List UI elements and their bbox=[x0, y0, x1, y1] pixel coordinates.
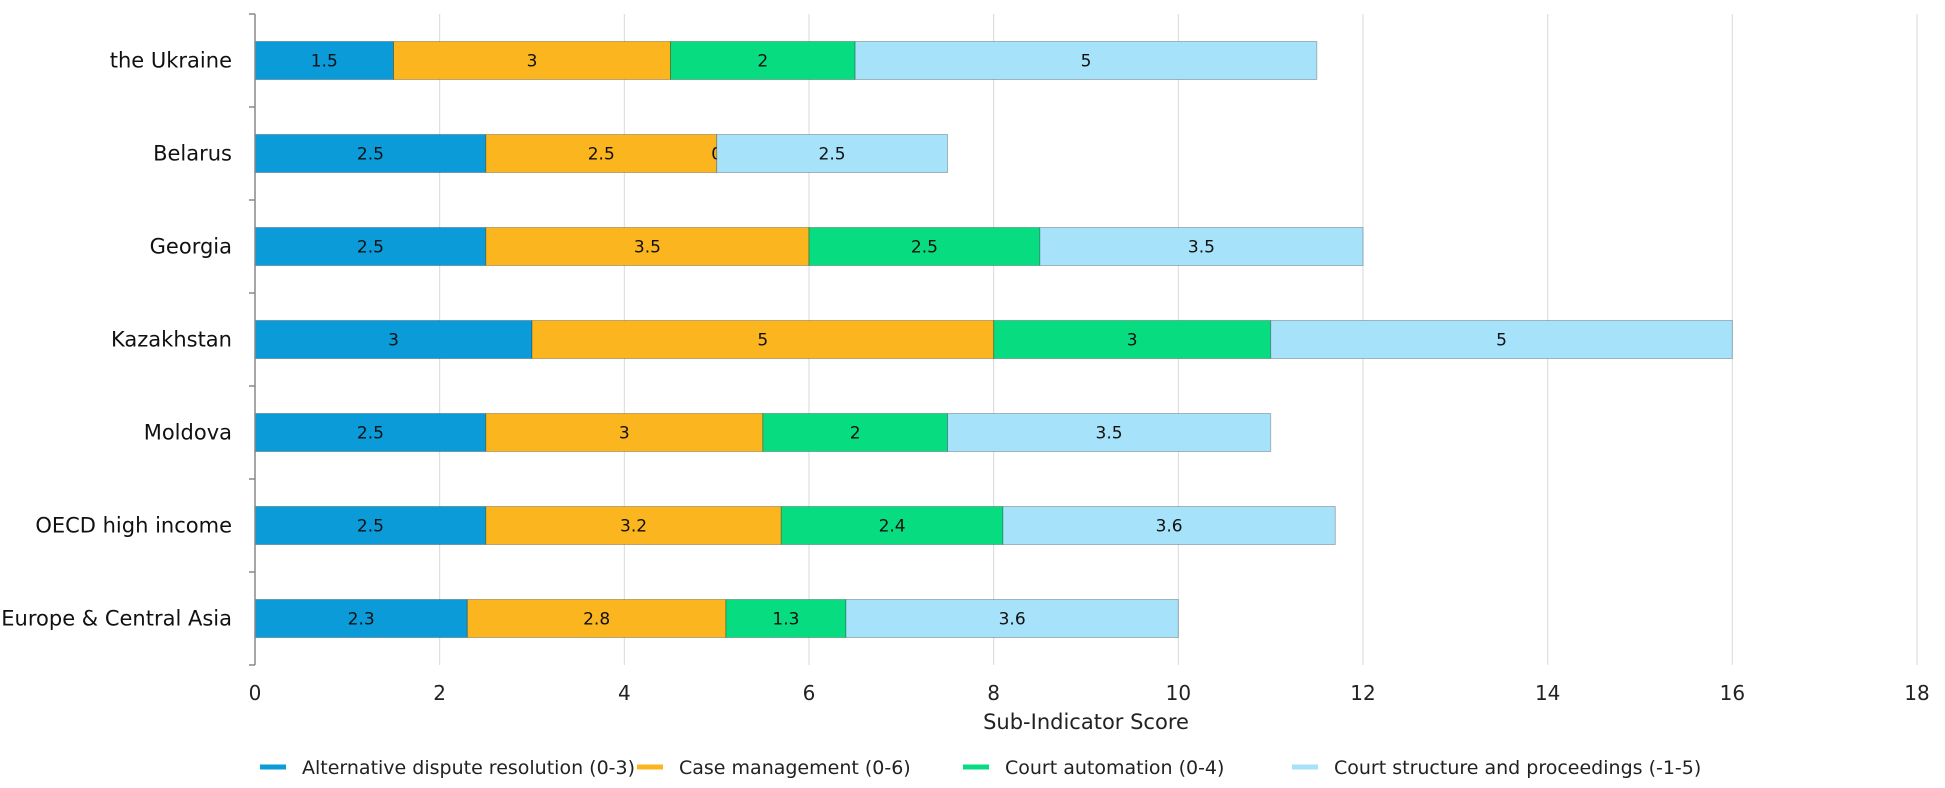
bar-segment bbox=[1002, 506, 1336, 545]
bar-value-label: 5 bbox=[1496, 331, 1507, 351]
bar-segment bbox=[845, 599, 1179, 638]
bar-segment bbox=[762, 413, 948, 452]
bars-layer: 1.53252.52.502.52.53.52.53.535352.5323.5… bbox=[254, 41, 1733, 638]
bar-value-label: 5 bbox=[757, 331, 768, 351]
x-tick-label: 6 bbox=[803, 681, 816, 705]
x-tick-label: 16 bbox=[1720, 681, 1745, 705]
bar-value-label: 3.5 bbox=[1096, 424, 1123, 444]
bar-segment bbox=[854, 41, 1318, 80]
legend-label: Court structure and proceedings (-1-5) bbox=[1334, 757, 1701, 779]
bar-segment bbox=[393, 41, 671, 80]
x-tick-label: 18 bbox=[1904, 681, 1929, 705]
bar-value-label: 2.5 bbox=[357, 238, 384, 258]
legend: Alternative dispute resolution (0-3) Case… bbox=[260, 757, 1701, 779]
bar-segment bbox=[947, 413, 1272, 452]
bar-value-label: 2.5 bbox=[911, 238, 938, 258]
bar-value-label: 2.4 bbox=[879, 517, 906, 537]
category-label: Moldova bbox=[144, 421, 232, 445]
bar-value-label: 3.6 bbox=[999, 610, 1026, 630]
legend-label: Case management (0-6) bbox=[679, 757, 911, 779]
bar-value-label: 3.6 bbox=[1156, 517, 1183, 537]
bar-value-label: 2.5 bbox=[588, 145, 615, 165]
bar-value-label: 2.3 bbox=[348, 610, 375, 630]
bar-segment bbox=[485, 506, 782, 545]
x-tick-label: 2 bbox=[433, 681, 446, 705]
bar-value-label: 3 bbox=[388, 331, 399, 351]
x-tick-label: 0 bbox=[249, 681, 262, 705]
bar-value-label: 3 bbox=[1127, 331, 1138, 351]
bar-value-label: 2.5 bbox=[357, 145, 384, 165]
bar-segment bbox=[466, 599, 727, 638]
bar-segment bbox=[254, 413, 487, 452]
category-label: Europe & Central Asia bbox=[1, 607, 232, 631]
category-label: Kazakhstan bbox=[111, 328, 232, 352]
bar-value-label: 3.5 bbox=[634, 238, 661, 258]
bar-value-label: 2.5 bbox=[819, 145, 846, 165]
bar-value-label: 3 bbox=[527, 52, 538, 72]
bar-segment bbox=[1039, 227, 1364, 266]
bar-segment bbox=[808, 227, 1041, 266]
category-label: Belarus bbox=[153, 142, 232, 166]
category-label: the Ukraine bbox=[110, 49, 232, 73]
bar-value-label: 2 bbox=[850, 424, 861, 444]
bar-value-label: 1.5 bbox=[311, 52, 338, 72]
bar-value-label: 5 bbox=[1081, 52, 1092, 72]
bar-value-label: 3 bbox=[619, 424, 630, 444]
bar-segment bbox=[485, 227, 810, 266]
bar-segment bbox=[254, 134, 487, 173]
bar-segment bbox=[254, 506, 487, 545]
y-axis: the Ukraine Belarus Georgia Kazakhstan Moldo… bbox=[1, 13, 256, 666]
x-tick-label: 4 bbox=[618, 681, 631, 705]
bar-segment bbox=[725, 599, 847, 638]
bar-value-label: 3.5 bbox=[1188, 238, 1215, 258]
bar-value-label: 2.5 bbox=[357, 424, 384, 444]
x-axis: 0 2 4 6 8 10 12 14 16 18 bbox=[249, 681, 1930, 705]
bar-segment bbox=[531, 320, 995, 359]
bar-value-label: 1.3 bbox=[772, 610, 799, 630]
legend-label: Court automation (0-4) bbox=[1005, 757, 1224, 779]
bar-segment bbox=[485, 413, 764, 452]
legend-label: Alternative dispute resolution (0-3) bbox=[302, 757, 635, 779]
bar-value-label: 3.2 bbox=[620, 517, 647, 537]
x-tick-label: 12 bbox=[1350, 681, 1375, 705]
x-axis-title: Sub-Indicator Score bbox=[983, 710, 1189, 734]
category-label: OECD high income bbox=[35, 514, 232, 538]
x-tick-label: 10 bbox=[1166, 681, 1191, 705]
bar-value-label: 2.5 bbox=[357, 517, 384, 537]
bar-value-label: 2.8 bbox=[583, 610, 610, 630]
bar-segment bbox=[1270, 320, 1733, 359]
bar-segment bbox=[716, 134, 949, 173]
bar-segment bbox=[485, 134, 718, 173]
category-label: Georgia bbox=[150, 235, 232, 259]
x-tick-label: 8 bbox=[987, 681, 1000, 705]
bar-value-label: 2 bbox=[757, 52, 768, 72]
x-tick-label: 14 bbox=[1535, 681, 1560, 705]
